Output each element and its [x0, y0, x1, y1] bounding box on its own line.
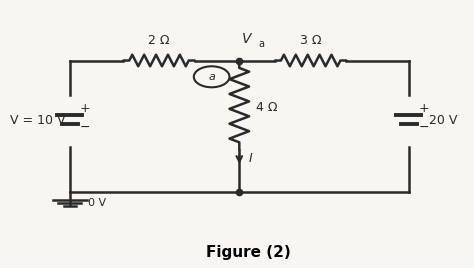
- Text: 20 V: 20 V: [429, 114, 457, 127]
- Text: a: a: [258, 39, 264, 50]
- Text: −: −: [79, 121, 90, 134]
- Circle shape: [194, 66, 229, 87]
- Text: 4 Ω: 4 Ω: [256, 101, 278, 114]
- Text: V = 10 V: V = 10 V: [10, 114, 65, 127]
- Text: a: a: [208, 72, 215, 82]
- Text: 2 Ω: 2 Ω: [148, 34, 170, 47]
- Text: V: V: [242, 32, 251, 46]
- Text: 0 V: 0 V: [88, 198, 106, 208]
- Text: +: +: [79, 102, 90, 115]
- Text: Figure (2): Figure (2): [206, 245, 291, 260]
- Text: 3 Ω: 3 Ω: [300, 34, 321, 47]
- Text: I: I: [249, 152, 253, 165]
- Text: −: −: [418, 121, 429, 134]
- Text: +: +: [418, 102, 429, 115]
